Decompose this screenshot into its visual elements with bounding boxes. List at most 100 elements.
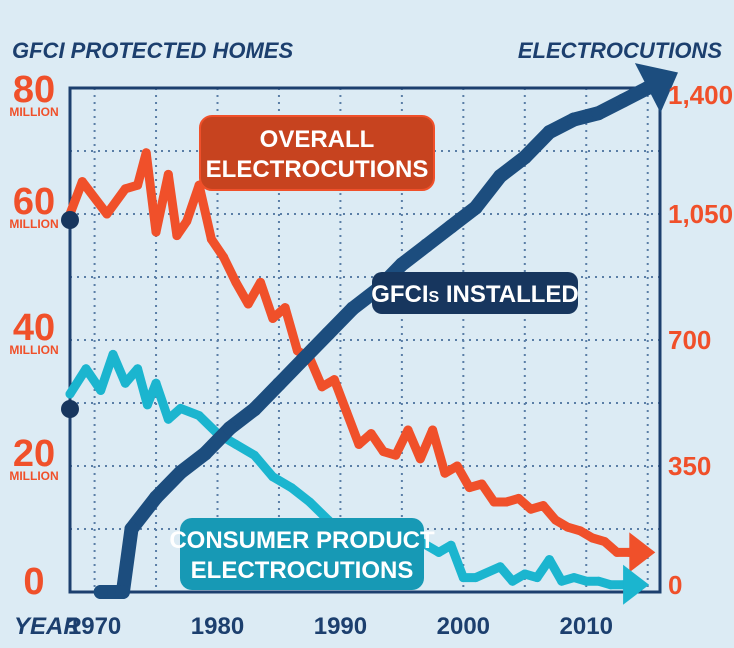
gfci-installed-point [149,490,164,505]
gfci-installed-point [444,219,459,234]
right-tick-label: 1,050 [668,199,733,229]
overall-electrocutions-point [206,234,216,244]
consumer-product-electrocutions-point [96,385,106,395]
x-axis-ticks: 1970 1980 1990 2000 2010 [68,613,613,640]
consumer-product-electrocutions-point [120,378,130,388]
overall-electrocutions-point [133,180,143,190]
overall-electrocutions-point [440,468,450,478]
gfci-installed-point [517,150,532,165]
consumer-product-electrocutions-point [495,562,505,572]
right-tick-label: 700 [668,325,711,355]
overall-electrocutions-point [366,429,376,439]
gfci-installed-point [115,585,130,599]
overall-electrocutions-point [391,450,401,460]
plot-frame [68,86,662,594]
gfci-installed-point [566,112,581,127]
consumer-product-electrocutions-point [581,576,591,586]
overall-label-line2: ELECTROCUTIONS [206,156,429,183]
gfci-installed-point [616,93,631,108]
consumer-product-electrocutions-point [176,403,186,413]
overall-electrocutions-point [243,299,253,309]
consumer-product-electrocutions-point [81,364,91,374]
overall-electrocutions-point [231,277,241,287]
gfci-installed-point [124,522,139,536]
overall-electrocutions-point [141,148,151,158]
consumer-product-electrocutions-point [557,576,567,586]
gfci-installed-point [222,421,237,436]
consumer-product-electrocutions-point [532,573,542,583]
gfci-label-part2: S [429,289,440,306]
gfci-installed-point [93,585,108,599]
consumer-product-electrocutions-point [286,483,296,493]
gfci-installed-label: GFCIS INSTALLED [371,272,579,314]
left-tick-unit: MILLION [9,217,58,231]
consumer-product-electrocutions-point [520,569,530,579]
x-axis-title: YEAR [14,613,81,640]
overall-electrocutions-point [612,547,622,557]
gfci-installed-point [419,238,434,253]
overall-electrocutions-point [102,209,112,219]
consumer-product-electrocutions-point [594,576,604,586]
overall-electrocutions-point [182,216,192,226]
consumer-product-electrocutions-point [65,389,75,399]
overall-electrocutions-point [551,515,561,525]
overall-electrocutions-point [317,382,327,392]
overall-electrocutions-point [120,184,130,194]
overall-electrocutions-point [600,537,610,547]
overall-electrocutions-point [415,454,425,464]
overall-electrocutions-point [151,227,161,237]
consumer-product-electrocutions-point [194,411,204,421]
overall-electrocutions-point [501,497,511,507]
gfci-installed-point [542,125,557,140]
consumer-product-electrocutions-point [142,400,152,410]
x-tick-label: 2010 [560,613,613,640]
gfci-installed-point [493,169,508,184]
x-tick-label: 2000 [437,613,490,640]
overall-electrocutions-point [464,483,474,493]
overall-electrocutions-line [65,148,634,557]
left-tick-unit: MILLION [9,105,58,119]
gfci-label: GFCIS INSTALLED [371,281,579,308]
gfci-label-box [372,272,578,314]
consumer-product-electrocutions-point [471,573,481,583]
consumer-product-electrocutions-point [231,439,241,449]
consumer-product-electrocutions-point [606,580,616,590]
left-tick-label: 40 [13,307,55,349]
overall-electrocutions-point [489,497,499,507]
consumer-product-electrocutions-point [151,378,161,388]
gfci-installed-arrow [634,63,678,113]
consumer-product-electrocutions-point [434,547,444,557]
overall-label-box [199,115,435,191]
overall-electrocutions-point [172,231,182,241]
overall-electrocutions-point [280,303,290,313]
axis-marker-dot [61,211,79,229]
overall-electrocutions-point [428,425,438,435]
gfci-installed-point [591,106,606,121]
gfci-installed-point [394,257,409,272]
axis-marker-dot [61,400,79,418]
gfci-installed-point [271,377,286,392]
gfci-label-part3: INSTALLED [439,281,579,308]
gfci-label-part1: GFCI [371,281,428,308]
consumer-label-line2: ELECTROCUTIONS [191,557,414,584]
consumer-product-electrocutions-point [108,349,118,359]
right-tick-label: 1,400 [668,80,733,110]
overall-electrocutions-point [378,447,388,457]
consumer-product-electrocutions-point [163,414,173,424]
left-tick-unit: MILLION [9,469,58,483]
consumer-product-electrocutions-point [544,555,554,565]
overall-electrocutions-point [354,439,364,449]
overall-electrocutions-point [587,533,597,543]
overall-electrocutions-point [163,169,173,179]
consumer-label-line1: CONSUMER PRODUCT [169,527,435,554]
gfci-installed-point [468,200,483,215]
gfci-installed-point [247,402,262,417]
consumer-product-electrocutions-point [508,576,517,586]
gfci-installed-point [198,446,213,461]
gfci-installed-point [296,351,311,366]
x-tick-label: 1980 [191,613,244,640]
left-tick-label: 0 [23,561,44,603]
overall-electrocutions-point [77,177,87,187]
